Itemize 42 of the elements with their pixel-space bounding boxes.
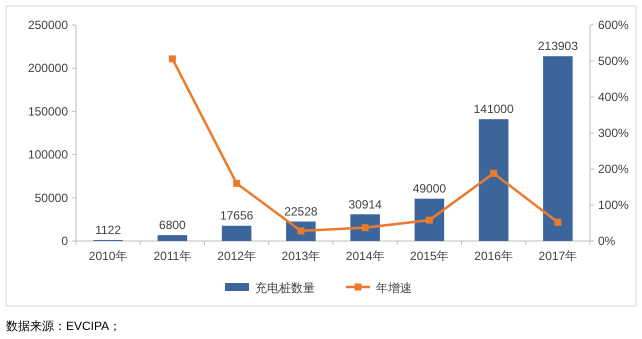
y-tick-label: 150000 (28, 104, 68, 118)
y2-tick-label: 0% (598, 234, 616, 248)
point (426, 216, 433, 224)
y2-tick-label: 300% (598, 126, 630, 140)
bar (414, 198, 444, 241)
data-label: 30914 (348, 197, 382, 212)
y-tick-label: 100000 (28, 148, 68, 162)
x-tick-label: 2014年 (346, 249, 384, 263)
legend-label: 年增速 (376, 281, 412, 295)
data-label: 141000 (474, 102, 514, 116)
point (554, 218, 562, 226)
y2-tick-label: 200% (598, 162, 630, 176)
y2-tick-label: 500% (598, 54, 630, 68)
source-note: 数据来源：EVCIPA； (6, 319, 122, 333)
y2-tick-label: 400% (598, 90, 630, 104)
bar (222, 226, 252, 241)
data-label: 1122 (95, 223, 122, 238)
point (490, 170, 498, 177)
y-tick-label: 50000 (34, 190, 68, 205)
bar (158, 235, 188, 241)
bar (478, 119, 508, 241)
bar (543, 56, 573, 241)
y-tick-label: 250000 (28, 18, 68, 32)
data-label: 17656 (220, 208, 254, 223)
x-tick-label: 2013年 (282, 249, 320, 263)
y-tick-label: 0 (61, 234, 68, 248)
y2-tick-label: 600% (598, 18, 630, 32)
y2-tick-label: 100% (598, 198, 630, 212)
data-label: 6800 (159, 218, 186, 232)
x-tick-label: 2010年 (88, 249, 128, 263)
data-label: 213903 (538, 39, 578, 54)
point (168, 55, 176, 62)
x-tick-label: 2016年 (474, 249, 513, 263)
x-tick-label: 2011年 (153, 249, 192, 263)
x-tick-label: 2017年 (538, 249, 578, 263)
x-tick-label: 2015年 (410, 249, 449, 263)
data-label: 22528 (284, 204, 318, 219)
point (233, 180, 240, 187)
data-label: 49000 (412, 182, 446, 196)
y-tick-label: 200000 (28, 61, 68, 76)
x-tick-label: 2012年 (217, 249, 256, 263)
legend-label: 充电桩数量 (255, 281, 315, 295)
